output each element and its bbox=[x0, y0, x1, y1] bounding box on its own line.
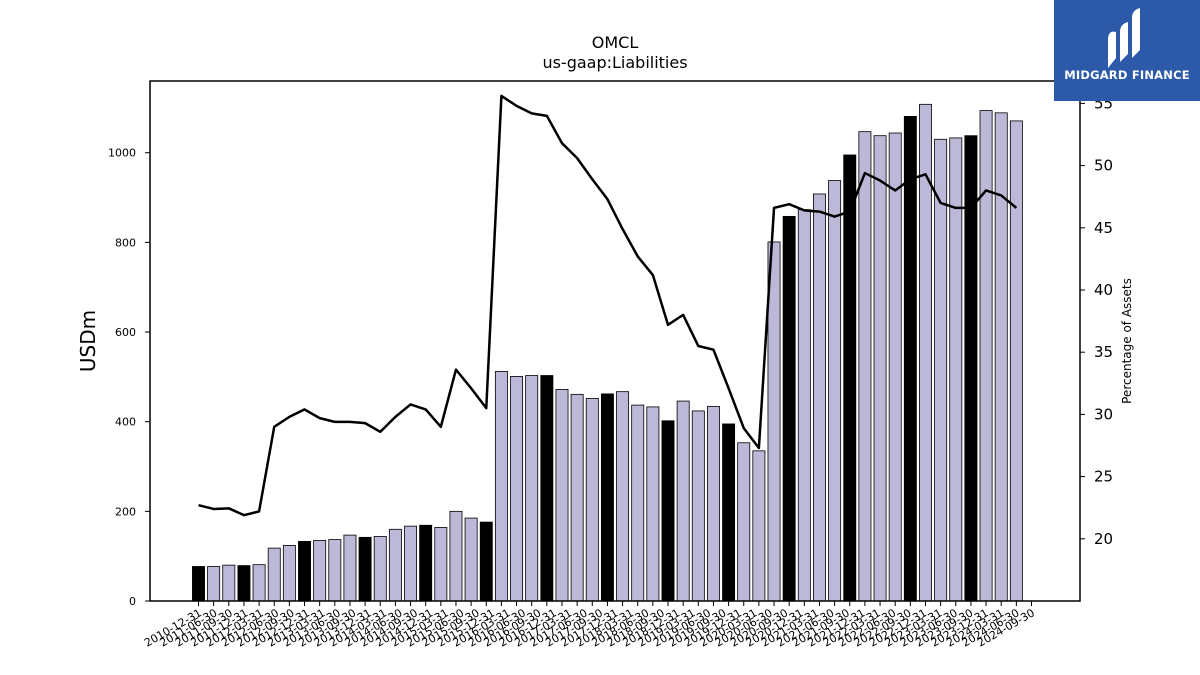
y-axis-left: 0 200 400 600 800 1000 bbox=[108, 147, 150, 608]
bar bbox=[540, 375, 554, 602]
y-axis-label: USDm bbox=[76, 310, 100, 372]
bar bbox=[313, 540, 327, 602]
bar bbox=[722, 423, 736, 602]
bar bbox=[600, 393, 614, 602]
bar bbox=[449, 510, 463, 602]
y-tick-label: 200 bbox=[115, 505, 136, 518]
bar bbox=[616, 391, 630, 602]
bar bbox=[358, 536, 372, 602]
y2-tick-label: 50 bbox=[1094, 157, 1113, 175]
chart-subtitle: us-gaap:Liabilities bbox=[542, 53, 687, 72]
y-tick-label: 0 bbox=[129, 595, 136, 608]
bar bbox=[994, 112, 1008, 602]
bar bbox=[979, 110, 993, 602]
bar bbox=[464, 517, 478, 602]
bar bbox=[843, 154, 857, 602]
bar bbox=[631, 404, 645, 602]
y-tick-label: 400 bbox=[115, 416, 136, 429]
bar bbox=[192, 566, 205, 602]
bar bbox=[676, 400, 690, 602]
bar bbox=[298, 540, 311, 602]
bar bbox=[767, 241, 781, 602]
bar bbox=[934, 138, 948, 602]
bar bbox=[646, 406, 660, 602]
bar bbox=[752, 450, 766, 602]
bar bbox=[282, 545, 296, 602]
bar bbox=[873, 135, 887, 602]
y-tick-label: 600 bbox=[115, 326, 136, 339]
x-axis: 2010-12-312011-06-302011-09-302011-12-31… bbox=[142, 601, 1037, 650]
bar bbox=[237, 565, 251, 602]
bar bbox=[207, 566, 221, 602]
y2-tick-label: 45 bbox=[1094, 219, 1113, 237]
bar bbox=[903, 116, 917, 602]
bar bbox=[737, 442, 751, 602]
logo-mark-icon bbox=[1108, 8, 1140, 68]
y2-tick-label: 35 bbox=[1094, 343, 1113, 361]
bar-series bbox=[192, 103, 1023, 602]
bar bbox=[797, 209, 811, 602]
bar bbox=[919, 103, 932, 602]
bar bbox=[782, 215, 796, 602]
y2-tick-label: 40 bbox=[1094, 281, 1113, 299]
bar bbox=[419, 524, 433, 602]
bar bbox=[964, 135, 978, 602]
bar bbox=[388, 528, 402, 602]
bar bbox=[222, 564, 236, 602]
y2-tick-label: 25 bbox=[1094, 468, 1113, 486]
bar bbox=[813, 193, 826, 602]
bar bbox=[343, 534, 357, 602]
brand-logo: MIDGARD FINANCE bbox=[1054, 0, 1200, 101]
bar bbox=[494, 371, 508, 602]
logo-text: MIDGARD FINANCE bbox=[1064, 68, 1190, 82]
bar bbox=[404, 525, 418, 602]
bar bbox=[328, 539, 342, 602]
bar bbox=[691, 410, 705, 602]
plot-frame bbox=[149, 80, 1081, 602]
y2-tick-label: 20 bbox=[1094, 530, 1113, 548]
bar bbox=[555, 389, 569, 602]
bar bbox=[373, 536, 387, 602]
percentage-line bbox=[198, 94, 1018, 517]
y2-axis-label: Percentage of Assets bbox=[1120, 278, 1134, 404]
bar bbox=[661, 420, 675, 602]
chart-title: OMCL bbox=[592, 33, 639, 52]
y2-tick-label: 30 bbox=[1094, 405, 1113, 423]
bar bbox=[570, 393, 584, 602]
bar bbox=[267, 547, 281, 602]
bar bbox=[525, 375, 539, 602]
y-tick-label: 1000 bbox=[108, 147, 136, 160]
bar bbox=[585, 397, 599, 602]
y-tick-label: 800 bbox=[115, 236, 136, 249]
bar bbox=[252, 564, 266, 602]
bar bbox=[1009, 120, 1023, 602]
bar bbox=[828, 180, 842, 602]
bar bbox=[858, 131, 872, 602]
bar bbox=[888, 132, 902, 602]
bar bbox=[479, 521, 493, 602]
bar bbox=[510, 376, 524, 602]
bar bbox=[706, 406, 720, 602]
bar bbox=[434, 527, 448, 602]
